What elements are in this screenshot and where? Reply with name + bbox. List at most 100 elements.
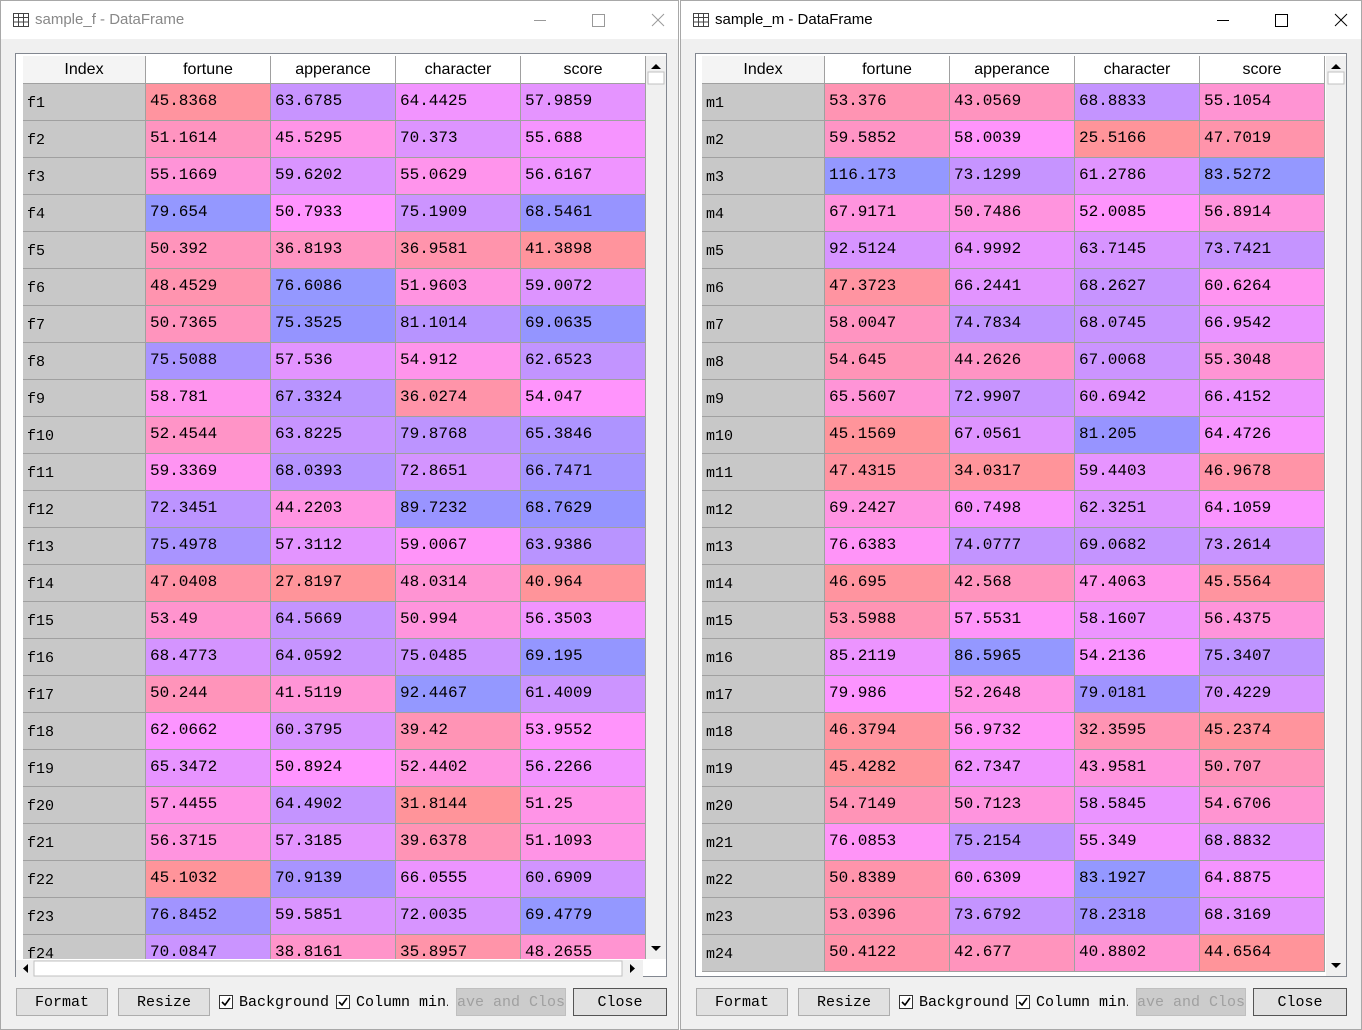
data-cell[interactable]: 58.0047 xyxy=(825,306,950,343)
data-cell[interactable]: 60.6942 xyxy=(1075,380,1200,417)
data-cell[interactable]: 78.2318 xyxy=(1075,898,1200,935)
data-cell[interactable]: 65.3846 xyxy=(521,417,646,454)
data-cell[interactable]: 64.5669 xyxy=(271,602,396,639)
data-cell[interactable]: 85.2119 xyxy=(825,639,950,676)
data-cell[interactable]: 56.8914 xyxy=(1200,195,1325,232)
data-cell[interactable]: 72.0035 xyxy=(396,898,521,935)
data-cell[interactable]: 62.3251 xyxy=(1075,491,1200,528)
data-cell[interactable]: 50.8389 xyxy=(825,861,950,898)
data-cell[interactable]: 45.2374 xyxy=(1200,713,1325,750)
data-cell[interactable]: 64.9992 xyxy=(950,232,1075,269)
data-cell[interactable]: 51.1093 xyxy=(521,824,646,861)
data-cell[interactable]: 70.4229 xyxy=(1200,676,1325,713)
data-cell[interactable]: 54.7149 xyxy=(825,787,950,824)
data-cell[interactable]: 48.2655 xyxy=(521,935,646,959)
data-cell[interactable]: 69.195 xyxy=(521,639,646,676)
data-cell[interactable]: 34.0317 xyxy=(950,454,1075,491)
data-cell[interactable]: 55.349 xyxy=(1075,824,1200,861)
data-cell[interactable]: 68.4773 xyxy=(146,639,271,676)
data-cell[interactable]: 62.6523 xyxy=(521,343,646,380)
column-minmax-checkbox[interactable]: Column min/ xyxy=(336,988,448,1016)
data-cell[interactable]: 55.0629 xyxy=(396,158,521,195)
format-button[interactable]: Format xyxy=(16,988,108,1016)
data-cell[interactable]: 60.7498 xyxy=(950,491,1075,528)
data-cell[interactable]: 52.0085 xyxy=(1075,195,1200,232)
data-cell[interactable]: 66.2441 xyxy=(950,269,1075,306)
data-cell[interactable]: 58.1607 xyxy=(1075,602,1200,639)
data-cell[interactable]: 60.6909 xyxy=(521,861,646,898)
data-cell[interactable]: 50.707 xyxy=(1200,750,1325,787)
data-cell[interactable]: 68.3169 xyxy=(1200,898,1325,935)
data-cell[interactable]: 50.7365 xyxy=(146,306,271,343)
data-cell[interactable]: 66.9542 xyxy=(1200,306,1325,343)
data-cell[interactable]: 65.5607 xyxy=(825,380,950,417)
data-cell[interactable]: 51.25 xyxy=(521,787,646,824)
column-header[interactable]: fortune xyxy=(825,56,950,84)
data-cell[interactable]: 64.4726 xyxy=(1200,417,1325,454)
data-cell[interactable]: 50.7486 xyxy=(950,195,1075,232)
close-button[interactable]: Close xyxy=(573,988,667,1016)
data-cell[interactable]: 59.4403 xyxy=(1075,454,1200,491)
data-cell[interactable]: 57.4455 xyxy=(146,787,271,824)
data-cell[interactable]: 70.9139 xyxy=(271,861,396,898)
data-cell[interactable]: 42.568 xyxy=(950,565,1075,602)
data-cell[interactable]: 81.1014 xyxy=(396,306,521,343)
column-header[interactable]: score xyxy=(521,56,646,84)
column-header[interactable]: character xyxy=(1075,56,1200,84)
resize-button[interactable]: Resize xyxy=(798,988,890,1016)
data-cell[interactable]: 75.0485 xyxy=(396,639,521,676)
data-cell[interactable]: 74.0777 xyxy=(950,528,1075,565)
data-cell[interactable]: 61.4009 xyxy=(521,676,646,713)
close-button[interactable]: Close xyxy=(1253,988,1347,1016)
data-cell[interactable]: 47.7019 xyxy=(1200,121,1325,158)
data-cell[interactable]: 54.912 xyxy=(396,343,521,380)
data-cell[interactable]: 60.3795 xyxy=(271,713,396,750)
data-cell[interactable]: 57.5531 xyxy=(950,602,1075,639)
checkbox[interactable] xyxy=(899,995,913,1009)
data-cell[interactable]: 64.1059 xyxy=(1200,491,1325,528)
data-cell[interactable]: 63.8225 xyxy=(271,417,396,454)
data-cell[interactable]: 35.8957 xyxy=(396,935,521,959)
format-button[interactable]: Format xyxy=(696,988,788,1016)
data-cell[interactable]: 68.0393 xyxy=(271,454,396,491)
data-cell[interactable]: 56.2266 xyxy=(521,750,646,787)
data-cell[interactable]: 46.9678 xyxy=(1200,454,1325,491)
data-cell[interactable]: 52.2648 xyxy=(950,676,1075,713)
data-cell[interactable]: 64.8875 xyxy=(1200,861,1325,898)
background-checkbox[interactable]: Background xyxy=(899,988,1009,1016)
data-cell[interactable]: 25.5166 xyxy=(1075,121,1200,158)
data-cell[interactable]: 83.5272 xyxy=(1200,158,1325,195)
data-cell[interactable]: 56.4375 xyxy=(1200,602,1325,639)
data-cell[interactable]: 50.392 xyxy=(146,232,271,269)
data-cell[interactable]: 79.8768 xyxy=(396,417,521,454)
data-cell[interactable]: 70.0847 xyxy=(146,935,271,959)
data-cell[interactable]: 56.3503 xyxy=(521,602,646,639)
data-cell[interactable]: 59.5852 xyxy=(825,121,950,158)
column-header[interactable]: fortune xyxy=(146,56,271,84)
data-cell[interactable]: 59.0072 xyxy=(521,269,646,306)
data-cell[interactable]: 53.5988 xyxy=(825,602,950,639)
data-cell[interactable]: 36.9581 xyxy=(396,232,521,269)
data-cell[interactable]: 66.7471 xyxy=(521,454,646,491)
data-cell[interactable]: 73.1299 xyxy=(950,158,1075,195)
data-cell[interactable]: 68.7629 xyxy=(521,491,646,528)
data-cell[interactable]: 74.7834 xyxy=(950,306,1075,343)
data-cell[interactable]: 68.5461 xyxy=(521,195,646,232)
data-cell[interactable]: 79.654 xyxy=(146,195,271,232)
checkbox[interactable] xyxy=(1016,995,1030,1009)
data-cell[interactable]: 50.7933 xyxy=(271,195,396,232)
data-cell[interactable]: 69.2427 xyxy=(825,491,950,528)
data-cell[interactable]: 70.373 xyxy=(396,121,521,158)
data-cell[interactable]: 59.3369 xyxy=(146,454,271,491)
data-cell[interactable]: 47.0408 xyxy=(146,565,271,602)
data-cell[interactable]: 45.5295 xyxy=(271,121,396,158)
data-cell[interactable]: 73.2614 xyxy=(1200,528,1325,565)
data-cell[interactable]: 54.047 xyxy=(521,380,646,417)
data-cell[interactable]: 64.4425 xyxy=(396,84,521,121)
data-cell[interactable]: 44.2626 xyxy=(950,343,1075,380)
data-cell[interactable]: 46.3794 xyxy=(825,713,950,750)
data-cell[interactable]: 62.0662 xyxy=(146,713,271,750)
data-cell[interactable]: 69.4779 xyxy=(521,898,646,935)
data-cell[interactable]: 44.6564 xyxy=(1200,935,1325,972)
data-cell[interactable]: 67.9171 xyxy=(825,195,950,232)
